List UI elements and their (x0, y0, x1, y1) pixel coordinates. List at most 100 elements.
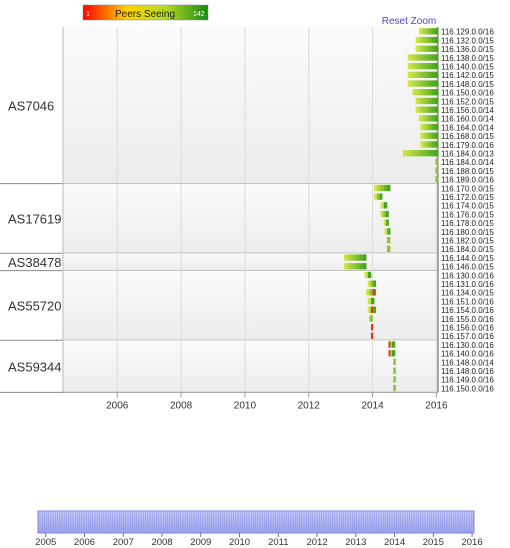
prefix-bar (387, 228, 391, 235)
prefix-bar (419, 63, 424, 70)
prefix-label: 116.134.0.0/15 (441, 289, 494, 298)
prefix-bar (350, 263, 354, 270)
x-tick-label: 2012 (298, 400, 321, 411)
prefix-bar (432, 123, 436, 131)
prefix-bar (425, 80, 430, 87)
prefix-bar (418, 106, 423, 113)
group-band (63, 27, 438, 184)
prefix-bar (434, 45, 439, 52)
prefix-bar-red (388, 350, 391, 357)
prefix-bar (364, 271, 369, 279)
prefix-bar (428, 36, 432, 44)
navigator-tick-label: 2014 (384, 537, 405, 548)
prefix-bar (369, 289, 373, 296)
prefix-bar (434, 63, 439, 70)
prefix-bar (435, 141, 439, 148)
prefix-bar (407, 54, 412, 61)
group-label: AS38478 (8, 255, 62, 270)
prefix-bar (353, 254, 357, 261)
prefix-bar (350, 254, 354, 261)
prefix-bar (380, 202, 385, 209)
prefix-label: 116.154.0.0/16 (441, 306, 494, 315)
prefix-bar (423, 150, 427, 157)
prefix-bar (373, 280, 377, 287)
navigator-tick-label: 2007 (113, 537, 134, 548)
prefix-label: 116.156.0.0/14 (441, 106, 494, 115)
prefix-bar (426, 141, 430, 148)
reset-zoom-button[interactable]: Reset Zoom (382, 16, 436, 27)
prefix-bar (391, 341, 396, 348)
prefix-bar (384, 228, 388, 235)
prefix-label: 116.148.0.0/14 (441, 358, 494, 367)
x-tick-label: 2006 (106, 400, 129, 411)
prefix-label: 116.188.0.0/15 (441, 167, 494, 176)
prefix-label: 116.172.0.0/15 (441, 193, 494, 202)
group-band (63, 253, 438, 271)
prefix-bar (434, 54, 439, 61)
prefix-bar (425, 28, 429, 35)
prefix-bar (393, 384, 396, 392)
prefix-bar (431, 106, 436, 113)
prefix-bar (383, 202, 388, 209)
prefix-bar (386, 237, 391, 244)
prefix-bar (434, 97, 439, 105)
prefix-bar (429, 89, 433, 96)
prefix-bar (410, 71, 415, 78)
prefix-bar (425, 106, 429, 113)
prefix-bar (428, 106, 432, 113)
prefix-bar (413, 80, 418, 87)
prefix-bar (431, 80, 436, 87)
prefix-bar (347, 263, 351, 270)
prefix-bar (418, 45, 423, 52)
group-band (63, 270, 438, 341)
prefix-bar (410, 80, 415, 87)
prefix-label: 116.144.0.0/15 (441, 254, 494, 263)
prefix-bar (347, 254, 351, 261)
prefix-bar (367, 306, 371, 313)
prefix-label: 116.184.0.0/14 (441, 158, 494, 167)
prefix-bar (432, 132, 436, 139)
navigator-range[interactable] (37, 510, 475, 534)
navigator-tick-label: 2013 (345, 537, 366, 548)
prefix-bar (363, 263, 367, 270)
prefix-bar (428, 45, 432, 52)
prefix-bar (418, 115, 423, 122)
prefix-bar (423, 89, 427, 96)
prefix-bar (380, 184, 385, 192)
prefix-bar-red (370, 306, 373, 313)
navigator-tick-label: 2012 (306, 537, 327, 548)
group-label: AS55720 (8, 298, 62, 313)
x-tick-label: 2010 (234, 400, 257, 411)
prefix-bar (415, 89, 419, 96)
prefix-bar (425, 63, 430, 70)
prefix-bar (374, 193, 378, 200)
navigator-tick-label: 2008 (151, 537, 172, 548)
prefix-bar (428, 54, 433, 61)
prefix-bar (415, 45, 420, 52)
prefix-bar (428, 63, 433, 70)
prefix-bar (429, 123, 433, 131)
prefix-bar (367, 271, 372, 279)
prefix-bar (410, 63, 415, 70)
prefix-bar (359, 263, 364, 270)
prefix-bar (343, 254, 348, 261)
prefix-label: 116.178.0.0/15 (441, 219, 494, 228)
prefix-bar (422, 97, 426, 105)
prefix-bar (431, 71, 436, 78)
prefix-bar (419, 80, 424, 87)
prefix-bar (366, 289, 370, 296)
navigator-tick-label: 2010 (229, 537, 250, 548)
prefix-bar (413, 71, 418, 78)
prefix-bar-red (370, 332, 373, 339)
prefix-label: 116.130.0.0/16 (441, 341, 494, 350)
prefix-bar (432, 89, 436, 96)
prefix-bar (418, 97, 423, 105)
prefix-bar (386, 184, 391, 192)
prefix-bar (432, 141, 436, 148)
prefix-bar (367, 280, 371, 287)
prefix-bar (407, 71, 412, 78)
prefix-label: 116.184.0.0/15 (441, 245, 494, 254)
prefix-bar (426, 132, 430, 139)
navigator-tick-label: 2011 (268, 537, 288, 548)
